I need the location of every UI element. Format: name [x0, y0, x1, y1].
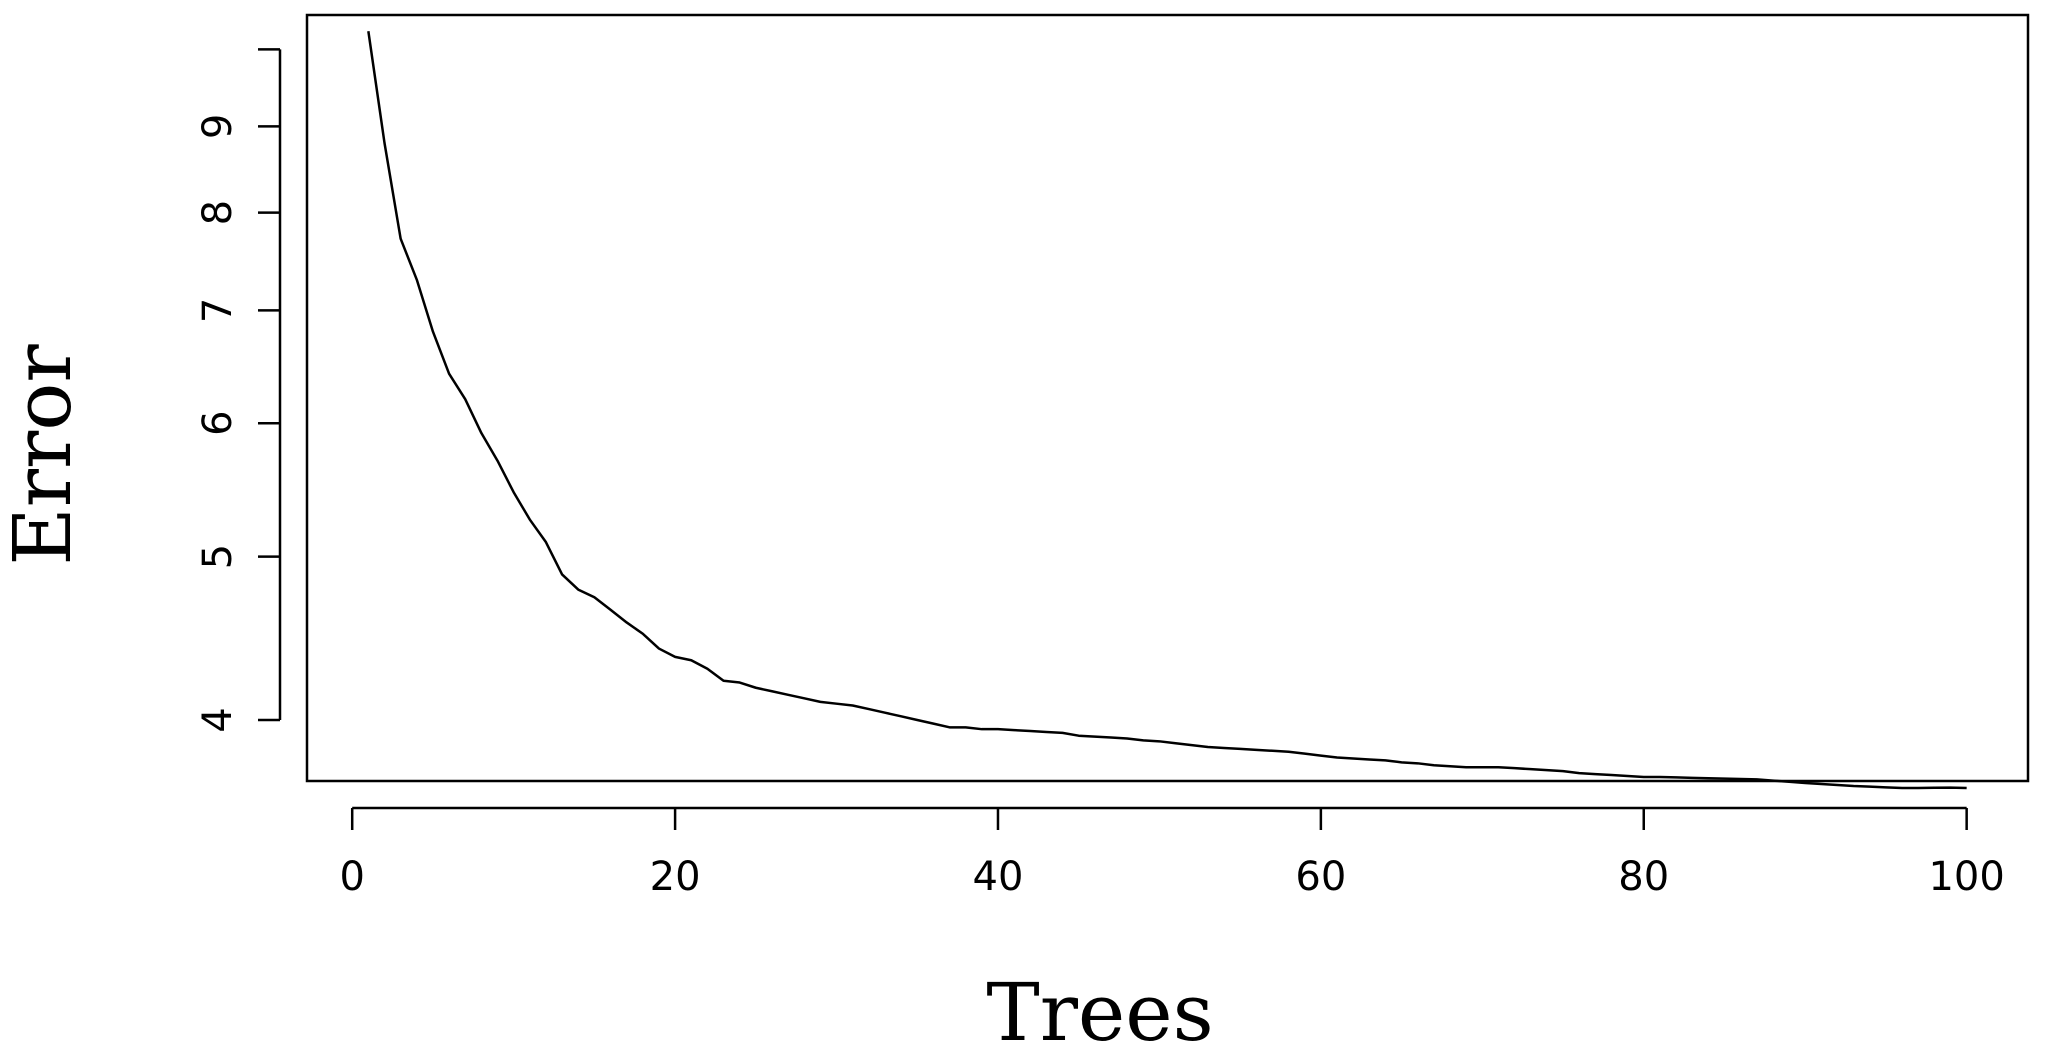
x-tick-label: 20 — [650, 854, 701, 900]
y-axis: 4 5 6 7 8 9 — [195, 48, 282, 733]
y-tick-label: 7 — [195, 298, 241, 323]
x-tick-label: 60 — [1295, 854, 1346, 900]
y-tick-label: 9 — [195, 114, 241, 139]
x-tick-label: 40 — [973, 854, 1024, 900]
x-tick-label: 0 — [339, 854, 364, 900]
x-axis-title: Trees — [986, 966, 1213, 1055]
y-tick-label: 6 — [195, 410, 241, 435]
series-line — [367, 31, 1967, 790]
y-tick-label: 4 — [195, 707, 241, 732]
y-tick-label: 8 — [195, 200, 241, 225]
x-tick-label: 80 — [1618, 854, 1669, 900]
x-axis: 0 20 40 60 80 100 — [339, 806, 2005, 900]
plot-frame — [305, 13, 2030, 783]
y-axis-title: Error — [0, 344, 89, 566]
y-tick-label: 5 — [195, 544, 241, 569]
x-tick-label: 100 — [1928, 854, 2004, 900]
